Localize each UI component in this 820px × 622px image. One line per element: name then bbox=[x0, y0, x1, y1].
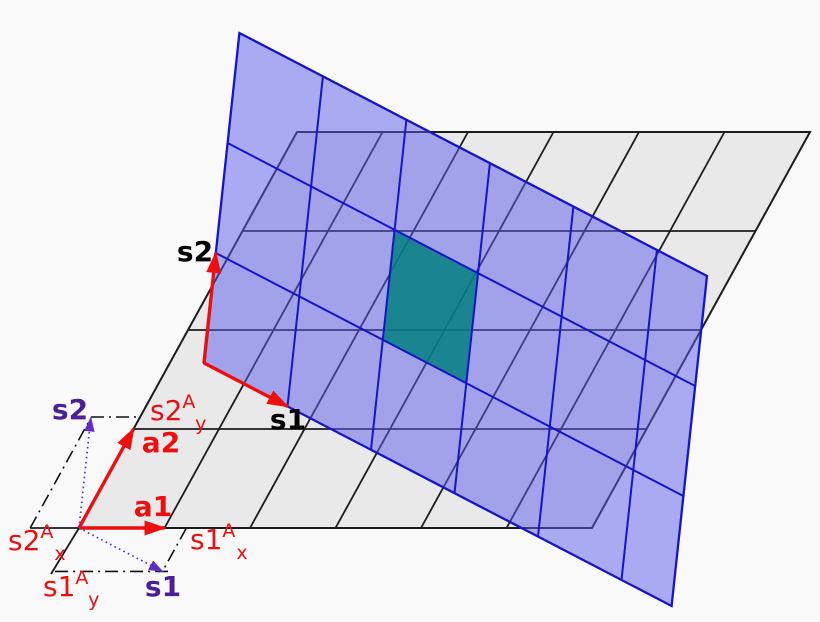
s1-component-label: s1 bbox=[145, 570, 181, 603]
s2-component-label: s2 bbox=[52, 393, 88, 426]
s2x-projection-line bbox=[29, 417, 92, 529]
overlayer-line-s1dir-1 bbox=[215, 252, 684, 497]
s2-overlayer-vector-arrow bbox=[202, 251, 222, 364]
overlayer-lattice bbox=[202, 31, 709, 608]
s2Ay-superscript: A bbox=[182, 391, 195, 413]
s1-overlayer-vector-arrow bbox=[203, 361, 290, 408]
s1-component-vector-arrow bbox=[78, 527, 164, 573]
s1Ay-label: s1Ay bbox=[43, 567, 99, 611]
overlayer-border bbox=[202, 31, 709, 608]
overlayer-line-s2dir-5 bbox=[620, 249, 658, 581]
s2-component-vector-arrow bbox=[78, 416, 95, 529]
s1-overlayer-label: s1 bbox=[270, 403, 306, 436]
s1Ay-subscript: y bbox=[88, 589, 99, 611]
s2Ay-subscript: y bbox=[195, 413, 206, 435]
a2-label: a2 bbox=[142, 426, 180, 459]
s1Ax-superscript: A bbox=[222, 520, 235, 542]
overlayer-line-s2dir-1 bbox=[286, 76, 324, 407]
vector-arrows bbox=[77, 251, 290, 573]
s1x-projection-line bbox=[161, 527, 188, 572]
a2-vector-arrow bbox=[77, 427, 135, 529]
s2Ax-superscript: A bbox=[40, 521, 53, 543]
s2-overlayer-label: s2 bbox=[177, 235, 213, 268]
a2-axis-extension bbox=[50, 527, 80, 575]
overlayer-line-s1dir-2 bbox=[227, 142, 696, 387]
overlayer-line-s2dir-3 bbox=[453, 163, 491, 494]
s2Ax-subscript: x bbox=[54, 543, 65, 565]
a1-label: a1 bbox=[134, 490, 172, 523]
coincidence-cell bbox=[382, 229, 479, 384]
overlayer-line-s2dir-2 bbox=[370, 119, 408, 450]
s1Ay-superscript: A bbox=[75, 567, 88, 589]
overlayer-line-s2dir-4 bbox=[537, 206, 575, 537]
s1Ax-subscript: x bbox=[236, 542, 247, 564]
